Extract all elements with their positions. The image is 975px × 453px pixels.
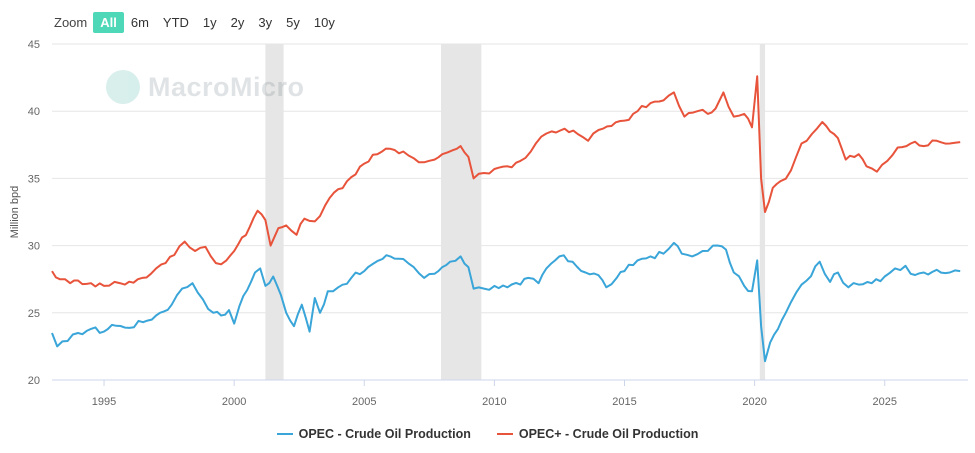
y-tick-40: 40 [28,106,40,118]
legend-label-opec: OPEC - Crude Oil Production [298,427,471,441]
x-tick-2010: 2010 [482,396,506,408]
legend-item-opec[interactable]: OPEC - Crude Oil Production [276,427,471,441]
y-tick-35: 35 [28,173,40,185]
recession-shading [265,44,766,380]
x-axis-ticks: 1995 2000 2005 2010 2015 2020 2025 [92,380,897,408]
recession-band-0 [265,44,284,380]
y-tick-20: 20 [28,375,40,387]
x-tick-2025: 2025 [872,396,896,408]
zoom-ytd-button[interactable]: YTD [162,14,189,30]
y-tick-45: 45 [28,39,40,51]
zoom-6m-button[interactable]: 6m [130,14,149,30]
legend-item-opec-plus[interactable]: OPEC+ - Crude Oil Production [496,427,699,441]
zoom-all-button[interactable]: All [93,11,124,33]
recession-band-1 [441,44,482,380]
watermark: MacroMicro [106,70,305,104]
series-lines[interactable] [51,75,961,363]
x-tick-1995: 1995 [92,396,116,408]
zoom-10y-button[interactable]: 10y [313,14,335,30]
y-tick-30: 30 [28,241,40,253]
zoom-1y-button[interactable]: 1y [202,14,217,30]
x-tick-2000: 2000 [222,396,246,408]
recession-band-2 [759,44,766,380]
zoom-3y-button[interactable]: 3y [258,14,273,30]
zoom-bar: Zoom All 6m YTD 1y 2y 3y 5y 10y [52,10,342,34]
x-tick-2020: 2020 [742,396,766,408]
y-tick-25: 25 [28,308,40,320]
series-line-opec[interactable] [51,241,961,363]
legend-label-opec-plus: OPEC+ - Crude Oil Production [518,427,699,441]
x-tick-2005: 2005 [352,396,376,408]
x-tick-2015: 2015 [612,396,636,408]
y-axis-label: Million bpd [9,186,21,239]
watermark-text: MacroMicro [148,71,305,102]
zoom-5y-button[interactable]: 5y [286,14,300,30]
legend-swatch-opec-plus [496,433,513,435]
zoom-2y-button[interactable]: 2y [230,14,245,30]
macromicro-logo-icon [106,70,140,104]
grid-lines [52,43,968,314]
y-axis-ticks: 20 25 30 35 40 45 [28,39,40,387]
series-line-opec-plus[interactable] [51,75,961,288]
legend-swatch-opec [276,433,293,435]
zoom-label: Zoom [54,14,88,30]
legend: OPEC - Crude Oil Production OPEC+ - Crud… [0,427,975,441]
